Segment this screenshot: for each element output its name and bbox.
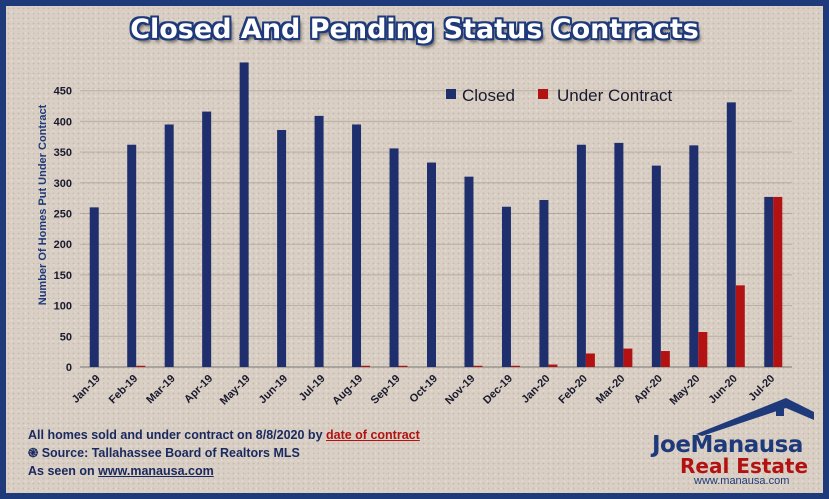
y-tick-label: 400 [54, 116, 72, 128]
bar-closed-apr-20 [651, 165, 661, 367]
logo-url: www.manausa.com [694, 475, 790, 487]
bar-closed-aug-19 [352, 124, 362, 367]
bar-under-contract-nov-19 [473, 365, 483, 367]
x-tick-label: Jan-19 [70, 373, 103, 406]
bar-under-contract-aug-19 [361, 365, 371, 367]
manausa-link[interactable]: www.manausa.com [98, 464, 214, 478]
source-text: Source: Tallahassee Board of Realtors ML… [41, 446, 300, 460]
bar-closed-jan-19 [89, 207, 99, 367]
date-of-contract-link[interactable]: date of contract [326, 428, 420, 442]
y-tick-label: 100 [54, 301, 72, 313]
footer-line-1: All homes sold and under contract on 8/8… [28, 426, 420, 444]
x-tick-label: Sep-19 [369, 373, 403, 407]
joe-manausa-logo: JoeManausa Real Estate www.manausa.com [636, 396, 816, 488]
x-tick-label: Jan-20 [519, 373, 552, 406]
bar-closed-may-20 [689, 145, 699, 367]
bar-under-contract-feb-20 [585, 353, 595, 367]
bar-closed-jun-20 [726, 102, 736, 367]
x-tick-label: May-19 [218, 373, 253, 408]
x-tick-label: Nov-19 [443, 373, 477, 407]
x-tick-label: Aug-19 [330, 373, 365, 408]
legend-swatch-closed [446, 89, 456, 99]
footer-line-1-text: All homes sold and under contract on 8/8… [28, 428, 326, 442]
y-tick-label: 350 [54, 147, 72, 159]
x-tick-label: Mar-19 [144, 373, 178, 407]
y-axis-label: Number Of Homes Put Under Contract [37, 104, 49, 305]
bar-closed-jun-19 [277, 129, 287, 367]
bar-under-contract-jun-20 [735, 285, 745, 367]
x-tick-label: Mar-20 [594, 373, 628, 407]
bar-closed-feb-20 [576, 144, 586, 367]
bar-under-contract-apr-20 [660, 351, 670, 367]
bar-under-contract-sep-19 [398, 365, 408, 367]
chart-panel [6, 6, 823, 493]
bar-under-contract-feb-19 [136, 365, 146, 367]
x-tick-label: Jul-19 [297, 373, 328, 404]
bar-closed-jul-19 [314, 115, 324, 368]
footer-line-3-text: As seen on [28, 464, 99, 478]
bar-closed-jan-20 [539, 199, 549, 367]
bar-under-contract-may-20 [698, 332, 708, 367]
bar-closed-oct-19 [427, 162, 436, 367]
bars [89, 62, 783, 368]
bar-under-contract-jul-20 [773, 196, 783, 367]
y-axis-ticks: 0 50 100 150 200 250 300 350 400 450 [54, 86, 72, 374]
legend: Closed Under Contract [446, 86, 673, 105]
bar-under-contract-dec-19 [510, 365, 520, 367]
bar-closed-mar-20 [614, 142, 624, 367]
x-tick-label: Apr-19 [182, 373, 215, 406]
legend-label-closed: Closed [462, 86, 515, 105]
y-tick-label: 50 [60, 331, 72, 343]
y-tick-label: 200 [54, 239, 72, 251]
house-roof-icon [696, 398, 814, 436]
bar-closed-apr-19 [202, 111, 212, 368]
bar-closed-may-19 [239, 62, 249, 368]
x-tick-label: Feb-19 [107, 373, 141, 407]
y-tick-label: 300 [54, 178, 72, 190]
logo-word-joemanausa: JoeManausa [652, 432, 803, 458]
y-tick-label: 450 [54, 86, 72, 98]
y-tick-label: 0 [66, 362, 72, 374]
bar-closed-jul-20 [764, 196, 774, 367]
bar-closed-dec-19 [501, 206, 511, 367]
x-tick-label: Dec-19 [481, 373, 515, 407]
legend-label-under-contract: Under Contract [557, 86, 673, 105]
bar-closed-sep-19 [389, 148, 399, 367]
bar-under-contract-jan-20 [548, 364, 558, 367]
bar-closed-mar-19 [164, 124, 174, 367]
x-tick-label: Jun-19 [257, 373, 291, 407]
y-tick-label: 150 [54, 270, 72, 282]
bar-under-contract-mar-20 [623, 348, 633, 367]
bar-closed-nov-19 [464, 176, 474, 367]
x-tick-label: Oct-19 [407, 373, 440, 406]
legend-swatch-under-contract [538, 89, 548, 99]
y-tick-label: 250 [54, 209, 72, 221]
bar-closed-feb-19 [127, 144, 137, 367]
x-tick-label: Feb-20 [556, 373, 590, 407]
spiral-icon: ֎ [28, 446, 42, 460]
chart-title: Closed And Pending Status Contracts [130, 14, 699, 45]
footer-notes: All homes sold and under contract on 8/8… [28, 426, 420, 480]
footer-line-3: As seen on www.manausa.com [28, 462, 420, 480]
footer-line-2: ֎ Source: Tallahassee Board of Realtors … [28, 444, 420, 462]
logo-word-real-estate: Real Estate [680, 454, 809, 478]
